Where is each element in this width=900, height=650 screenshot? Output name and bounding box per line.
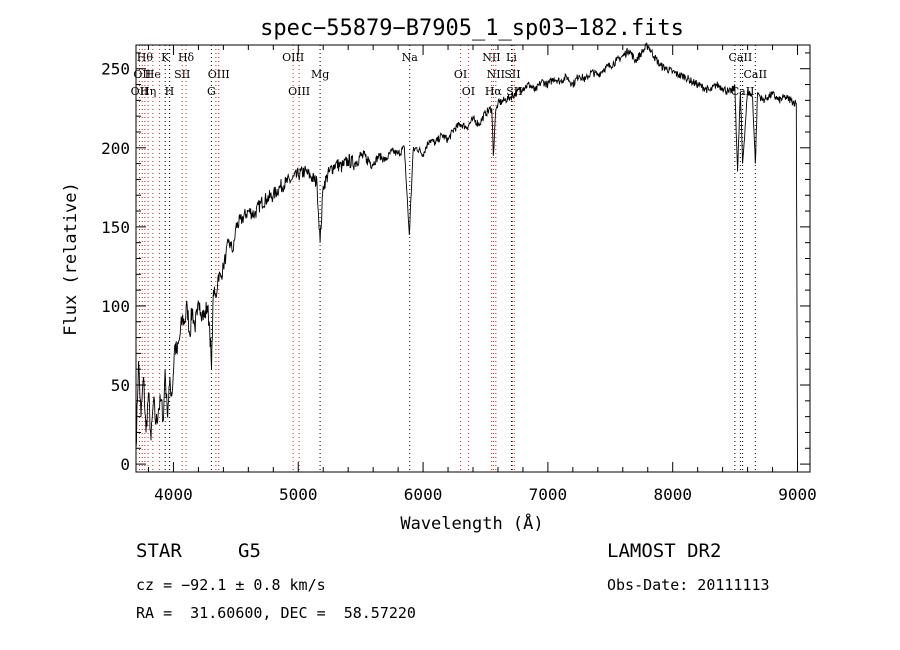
x-tick-label-9000: 9000 [778, 485, 817, 504]
emission-line-label-2: Hθ [137, 51, 154, 64]
emission-line-label-17: Hα [485, 85, 503, 98]
spectrum-line [135, 42, 798, 465]
redshift-readout: cz = −92.1 ± 0.8 km/s [136, 576, 326, 594]
emission-line-label-10: OIII [208, 68, 230, 81]
emission-line-label-16: NII [487, 68, 505, 81]
plot-frame [135, 44, 811, 473]
y-tick-label-150: 150 [101, 218, 130, 237]
x-axis: 4000 5000 6000 7000 8000 9000 [147, 45, 817, 504]
x-tick-label-6000: 6000 [404, 485, 443, 504]
emission-line-label-13: OI [454, 68, 467, 81]
y-axis: 0 50 100 150 200 250 [101, 52, 810, 474]
obs-date: Obs-Date: 20111113 [607, 576, 770, 594]
emission-line-label-15: NII [482, 51, 500, 64]
survey-name: LAMOST DR2 [607, 540, 722, 562]
y-tick-label-0: 0 [120, 455, 130, 474]
absorption-line-label-2: G [207, 85, 216, 98]
emission-line-label-18: SII [504, 68, 520, 81]
absorption-line-label-3: Mg [311, 68, 329, 81]
absorption-line-label-8: CaII [743, 68, 767, 81]
emission-line-label-12: OIII [288, 85, 310, 98]
absorption-line-label-5: Li [506, 51, 517, 64]
x-axis-label: Wavelength (Å) [400, 512, 543, 534]
emission-line-label-7: Hδ [178, 51, 195, 64]
y-axis-label: Flux (relative) [61, 182, 81, 336]
emission-line-label-11: OIII [282, 51, 304, 64]
x-tick-label-5000: 5000 [279, 485, 318, 504]
emission-line-label-14: OI [462, 85, 475, 98]
absorption-line-label-7: CaII [729, 51, 753, 64]
coordinates: RA = 31.60600, DEC = 58.57220 [136, 604, 416, 622]
object-subclass: G5 [238, 540, 261, 562]
emission-line-label-4: He [145, 68, 161, 81]
y-tick-label-50: 50 [111, 376, 130, 395]
x-tick-label-7000: 7000 [529, 485, 568, 504]
x-tick-label-8000: 8000 [653, 485, 692, 504]
emission-line-label-1: OII [133, 68, 151, 81]
spectrum-series [135, 42, 798, 465]
object-class: STAR [136, 540, 182, 562]
emission-line-label-0: OII [131, 85, 149, 98]
emission-line-label-3: Hη [140, 85, 156, 98]
x-tick-label-4000: 4000 [154, 485, 193, 504]
y-tick-label-200: 200 [101, 139, 130, 158]
chart-title: spec−55879−B7905_1_sp03−182.fits [260, 16, 684, 41]
absorption-line-label-4: Na [402, 51, 419, 64]
absorption-line-label-1: H [165, 85, 175, 98]
y-tick-label-250: 250 [101, 60, 130, 79]
emission-line-label-8: SII [174, 68, 190, 81]
absorption-line-label-0: K [161, 51, 170, 64]
y-tick-label-100: 100 [101, 297, 130, 316]
